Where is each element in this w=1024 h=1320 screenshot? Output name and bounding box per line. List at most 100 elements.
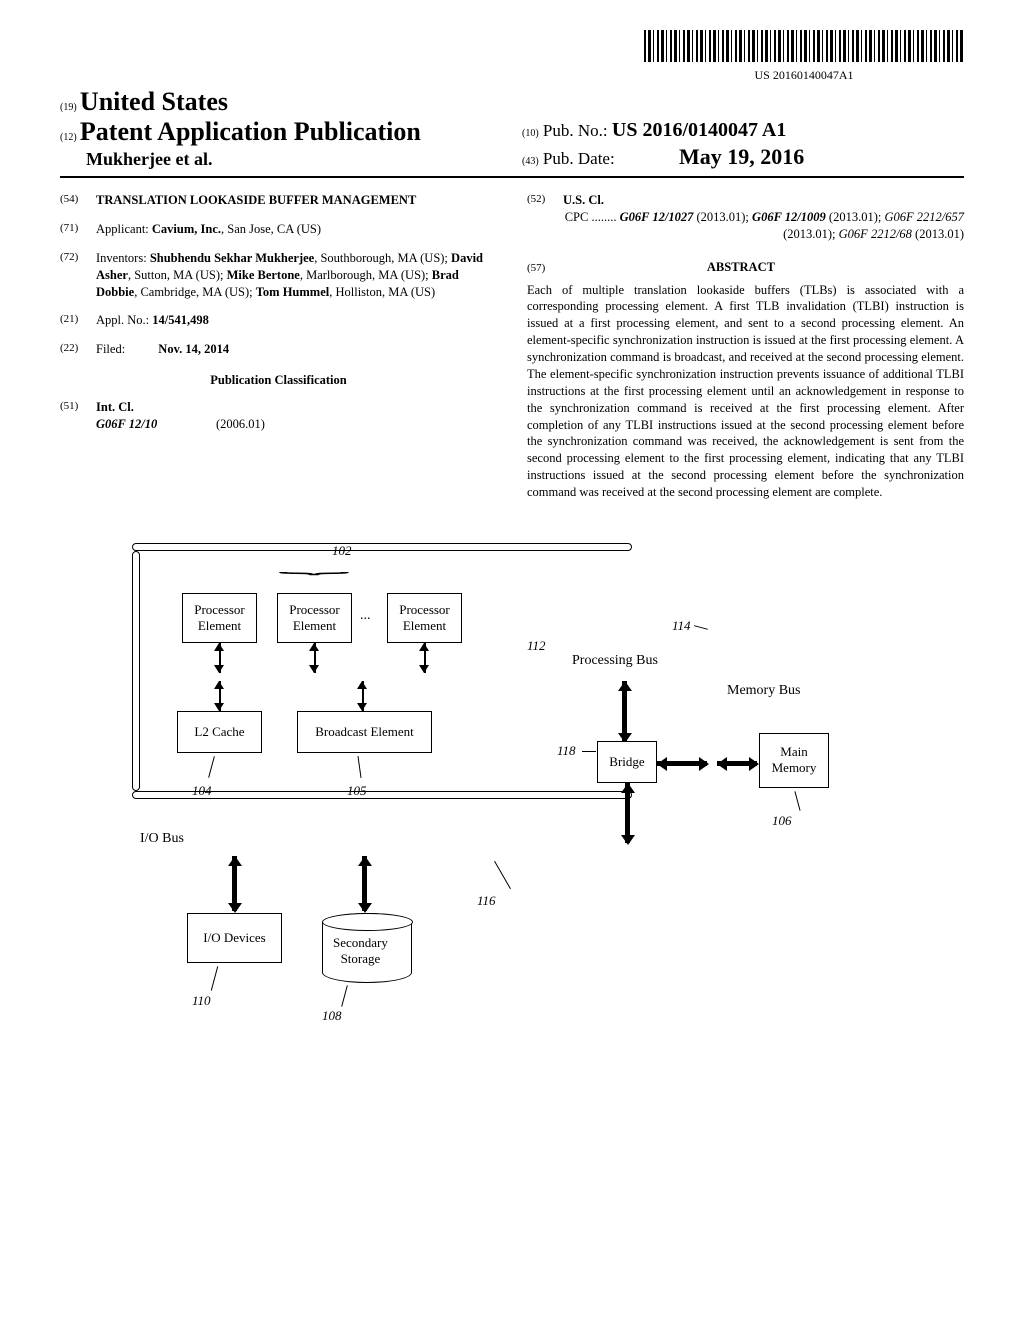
abstract-heading: ABSTRACT: [566, 259, 916, 276]
code-21: (21): [60, 312, 96, 329]
arrowhead-icon: [749, 757, 759, 771]
filed-value: Nov. 14, 2014: [158, 342, 229, 356]
cpc-prefix: CPC ........: [565, 210, 617, 224]
barcode-icon: [644, 30, 964, 62]
arrowhead-icon: [358, 903, 372, 913]
memory-bus-label: Memory Bus: [727, 683, 801, 699]
applicant-label: Applicant:: [96, 222, 149, 236]
code-22: (22): [60, 341, 96, 358]
arrowhead-icon: [214, 665, 224, 673]
brace-icon: ⏟: [278, 555, 350, 574]
code-43: (43): [522, 156, 539, 167]
right-column: (52) U.S. Cl. CPC ........ G06F 12/1027 …: [527, 192, 964, 513]
cpc-text: CPC ........ G06F 12/1027 (2013.01); G06…: [563, 209, 964, 243]
arrowhead-icon: [657, 757, 667, 771]
body-columns: (54) TRANSLATION LOOKASIDE BUFFER MANAGE…: [60, 192, 964, 513]
figure-diagram: 102 ⏟ Processor Element Processor Elemen…: [132, 543, 892, 1103]
code-19: (19): [60, 102, 77, 113]
arrowhead-icon: [358, 856, 372, 866]
code-57: (57): [527, 261, 563, 276]
processing-bus: [132, 543, 632, 551]
ref-112: 112: [527, 638, 546, 654]
code-54: (54): [60, 192, 96, 209]
applicant-text: Cavium, Inc.: [152, 222, 221, 236]
leader-line: [494, 861, 511, 889]
patent-header: (19) United States (12) Patent Applicati…: [60, 87, 964, 170]
leader-line: [357, 756, 361, 778]
processor-element-box-2: Processor Element: [277, 593, 352, 643]
ref-118: 118: [557, 743, 576, 759]
publication-type: Patent Application Publication: [80, 117, 421, 146]
author-line: Mukherjee et al.: [60, 149, 502, 170]
dots: ...: [360, 608, 371, 624]
filed-label: Filed:: [96, 342, 125, 356]
arrowhead-icon: [309, 643, 319, 651]
pub-no-value: US 2016/0140047 A1: [612, 119, 786, 141]
main-memory-box: Main Memory: [759, 733, 829, 788]
ref-106: 106: [772, 813, 792, 829]
arrowhead-icon: [419, 643, 429, 651]
leader-line: [582, 751, 596, 752]
pub-no-label: Pub. No.:: [543, 121, 608, 140]
pub-classification-heading: Publication Classification: [60, 372, 497, 389]
us-cl-label: U.S. Cl.: [563, 192, 964, 209]
arrowhead-icon: [699, 757, 709, 771]
processing-bus-label: Processing Bus: [572, 653, 658, 669]
header-separator: [60, 176, 964, 178]
int-cl-label: Int. Cl.: [96, 399, 497, 416]
inventors-label: Inventors:: [96, 251, 147, 265]
leader-line: [794, 791, 800, 811]
arrowhead-icon: [621, 835, 635, 845]
code-52: (52): [527, 192, 563, 243]
int-cl-date: (2006.01): [216, 416, 265, 433]
int-cl-code: G06F 12/10: [96, 416, 216, 433]
abstract-text: Each of multiple translation lookaside b…: [527, 282, 964, 501]
arrowhead-icon: [228, 856, 242, 866]
code-12: (12): [60, 132, 77, 143]
arrowhead-icon: [717, 757, 727, 771]
code-51: (51): [60, 399, 96, 433]
ref-108: 108: [322, 1008, 342, 1024]
l2-cache-box: L2 Cache: [177, 711, 262, 753]
pub-date-label: Pub. Date:: [543, 149, 615, 168]
arrowhead-icon: [357, 681, 367, 689]
appl-no-label: Appl. No.:: [96, 313, 149, 327]
processor-element-box-1: Processor Element: [182, 593, 257, 643]
broadcast-element-box: Broadcast Element: [297, 711, 432, 753]
leader-line: [694, 625, 708, 630]
leader-line: [211, 966, 218, 990]
code-72: (72): [60, 250, 96, 301]
io-devices-box: I/O Devices: [187, 913, 282, 963]
arrowhead-icon: [214, 681, 224, 689]
barcode-number: US 20160140047A1: [644, 68, 964, 83]
applicant-loc: , San Jose, CA (US): [221, 222, 321, 236]
ref-116: 116: [477, 893, 496, 909]
memory-bus: [132, 551, 140, 791]
country-name: United States: [80, 87, 228, 116]
io-bus-label: I/O Bus: [140, 831, 184, 847]
ref-110: 110: [192, 993, 211, 1009]
arrowhead-icon: [309, 665, 319, 673]
arrowhead-icon: [621, 783, 635, 793]
appl-no-value: 14/541,498: [152, 313, 209, 327]
arrowhead-icon: [618, 681, 632, 691]
arrowhead-icon: [228, 903, 242, 913]
leader-line: [341, 985, 348, 1007]
ref-105: 105: [347, 783, 367, 799]
inventors-text: Shubhendu Sekhar Mukherjee, Southborough…: [96, 251, 483, 299]
barcode-region: US 20160140047A1: [60, 30, 964, 83]
leader-line: [208, 756, 215, 778]
bridge-box: Bridge: [597, 741, 657, 783]
processor-element-box-3: Processor Element: [387, 593, 462, 643]
arrowhead-icon: [214, 643, 224, 651]
secondary-storage-label: Secondary Storage: [333, 935, 388, 967]
left-column: (54) TRANSLATION LOOKASIDE BUFFER MANAGE…: [60, 192, 497, 513]
code-71: (71): [60, 221, 96, 238]
ref-114: 114: [672, 618, 691, 634]
arrowhead-icon: [214, 703, 224, 711]
arrowhead-icon: [357, 703, 367, 711]
pub-date-value: May 19, 2016: [679, 144, 804, 169]
ref-104: 104: [192, 783, 212, 799]
code-10: (10): [522, 128, 539, 139]
arrowhead-icon: [419, 665, 429, 673]
